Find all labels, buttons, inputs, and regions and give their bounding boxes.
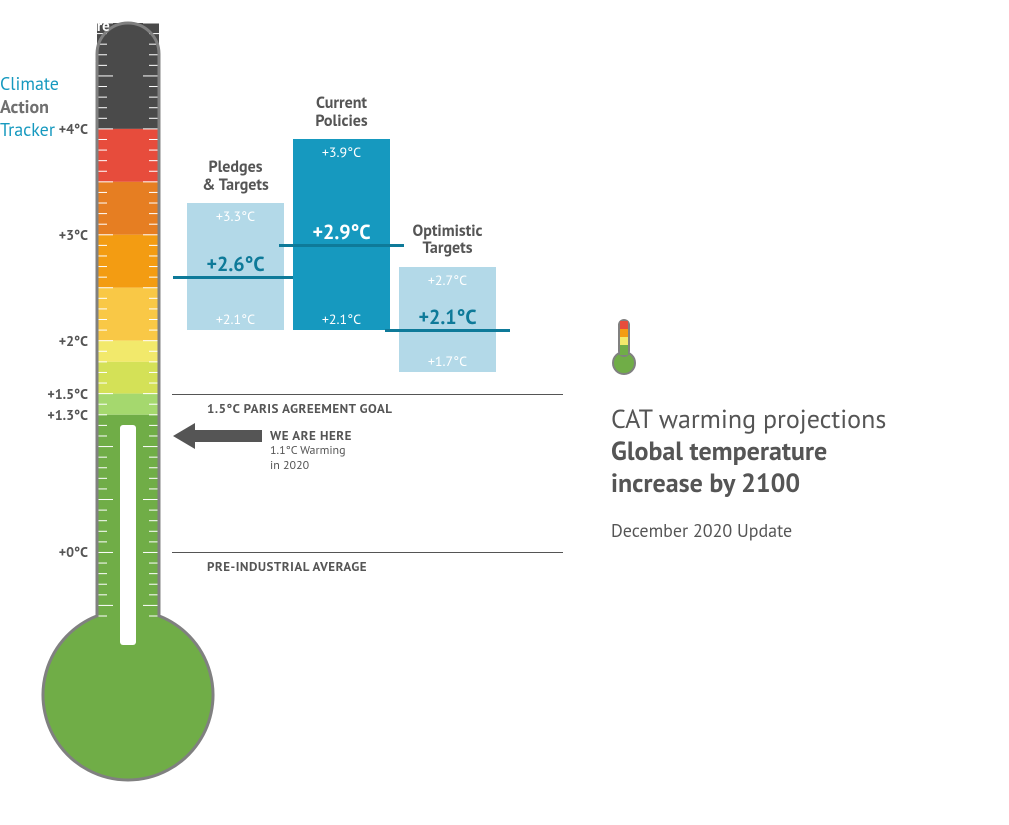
reference-line xyxy=(172,552,563,553)
logo-line-3: Tracker xyxy=(0,118,1009,141)
scenario-high-label: +3.3°C xyxy=(187,207,284,225)
reference-line xyxy=(172,394,563,395)
scenario-title: Optimistic Targets xyxy=(379,223,516,258)
scenario-title: Pledges & Targets xyxy=(167,159,304,194)
scenario-median-label: +2.6°C xyxy=(187,251,284,277)
scenario-low-label: +2.1°C xyxy=(293,310,390,328)
axis-label: +0°C xyxy=(59,543,88,561)
scenario-low-label: +2.1°C xyxy=(187,310,284,328)
axis-label: +4°C xyxy=(59,120,88,138)
logo-line-2: Action xyxy=(0,95,1009,118)
logo-line-1: Climate xyxy=(0,72,1009,95)
we-are-here-label: WE ARE HERE xyxy=(270,427,352,444)
main-title-line2: Global temperature xyxy=(611,436,827,469)
scenario-median-label: +2.9°C xyxy=(293,219,390,245)
main-subtitle: December 2020 Update xyxy=(611,520,792,543)
reference-line-label: PRE-INDUSTRIAL AVERAGE xyxy=(207,558,367,575)
we-are-here-sub2: in 2020 xyxy=(270,459,309,473)
axis-label: +1.3°C xyxy=(47,406,88,424)
main-title-line1: CAT warming projections xyxy=(611,404,886,437)
main-title-line3: increase by 2100 xyxy=(611,468,800,501)
scenario-title: Current Policies xyxy=(273,95,410,130)
axis-label: +2°C xyxy=(59,332,88,350)
axis-label: +1.5°C xyxy=(47,385,88,403)
axis-label: +3°C xyxy=(59,226,88,244)
scenario-median-label: +2.1°C xyxy=(399,304,496,330)
scenario-low-label: +1.7°C xyxy=(399,352,496,370)
scenario-high-label: +3.9°C xyxy=(293,143,390,161)
we-are-here-sub1: 1.1°C Warming xyxy=(270,444,346,458)
scenario-high-label: +2.7°C xyxy=(399,271,496,289)
reference-line-label: 1.5°C PARIS AGREEMENT GOAL xyxy=(207,400,392,417)
thermometer-bulb-label: Global mean temperature increase by 2100 xyxy=(0,0,140,72)
